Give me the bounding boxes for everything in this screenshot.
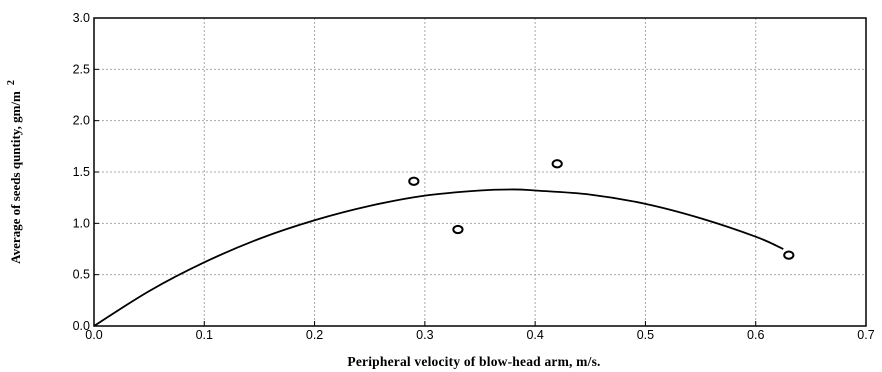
data-point — [452, 224, 464, 235]
x-tick-label: 0.0 — [85, 328, 102, 342]
y-tick-label: 3.0 — [73, 11, 90, 25]
x-axis-title: Peripheral velocity of blow-head arm, m/… — [347, 354, 600, 369]
fitted-curve-layer — [93, 188, 784, 327]
y-axis-title-group: Average of seeds quntity, gm/m 2 — [6, 80, 23, 264]
grid — [94, 18, 866, 326]
data-point — [783, 250, 795, 260]
y-tick-label: 0.0 — [73, 319, 90, 333]
x-tick-label: 0.7 — [857, 328, 874, 342]
y-tick-label: 1.0 — [73, 216, 90, 230]
y-tick-label: 2.0 — [73, 114, 90, 128]
y-tick-label: 1.5 — [73, 165, 90, 179]
y-axis-title-superscript: 2 — [6, 80, 17, 85]
x-tick-label: 0.4 — [526, 328, 543, 342]
x-tick-label: 0.2 — [306, 328, 323, 342]
axis-ticks — [93, 17, 867, 327]
y-axis-title-text: Average of seeds quntity, gm/m — [8, 91, 23, 264]
x-tick-label: 0.3 — [416, 328, 433, 342]
y-axis-tick-labels: 0.0 0.5 1.0 1.5 2.0 2.5 3.0 — [73, 11, 90, 333]
fitted-curve — [93, 188, 784, 327]
x-axis-tick-labels: 0.0 0.1 0.2 0.3 0.4 0.5 0.6 0.7 — [85, 328, 874, 342]
data-points-layer — [408, 159, 795, 260]
data-point — [551, 159, 563, 169]
data-point — [408, 176, 420, 186]
x-tick-label: 0.5 — [637, 328, 654, 342]
x-tick-label: 0.6 — [747, 328, 764, 342]
y-tick-label: 2.5 — [73, 62, 90, 76]
y-axis-title: Average of seeds quntity, gm/m 2 — [6, 80, 23, 264]
x-tick-label: 0.1 — [196, 328, 213, 342]
y-tick-label: 0.5 — [73, 268, 90, 282]
